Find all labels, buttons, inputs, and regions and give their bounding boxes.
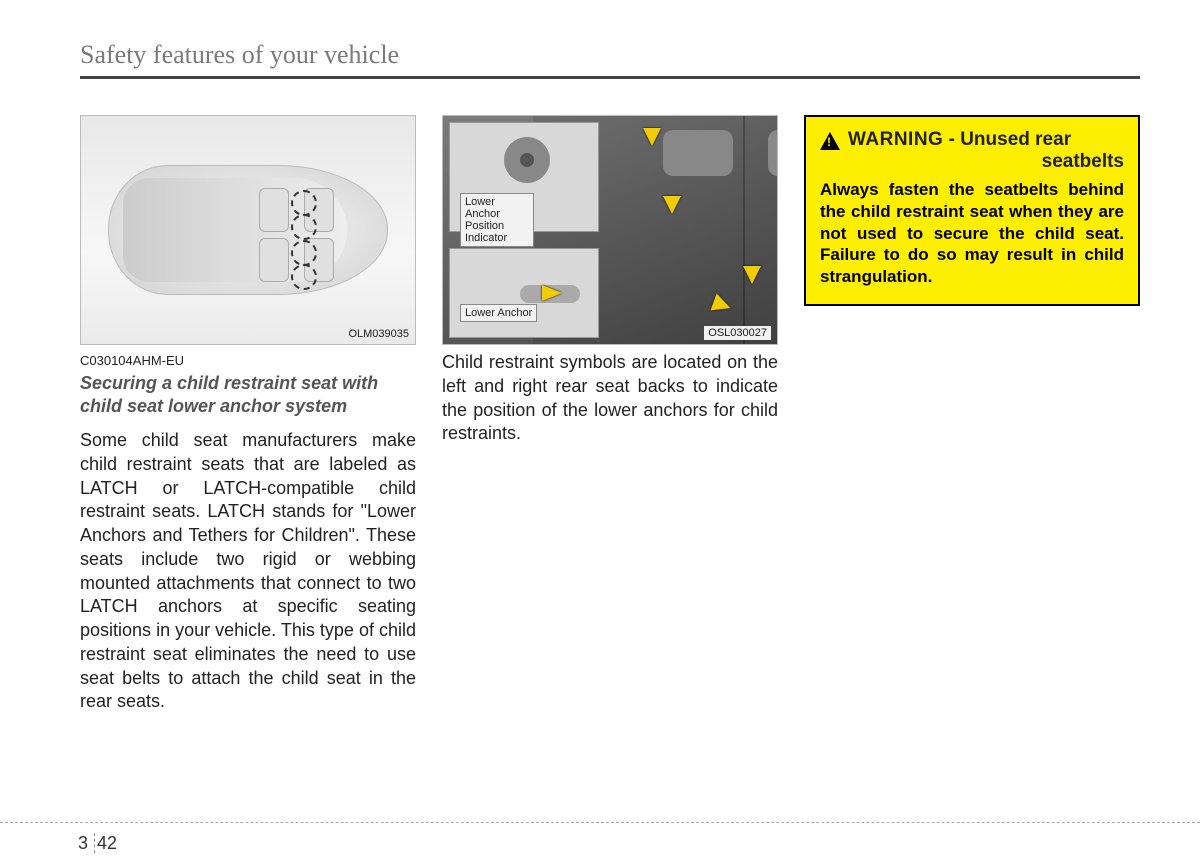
arrow-down-icon <box>643 128 661 146</box>
figure-car-top-view: OLM039035 <box>80 115 416 345</box>
warning-subject: - Unused rear <box>949 129 1071 150</box>
column-3: WARNING - Unused rear seatbelts Always f… <box>804 115 1140 714</box>
headrest-icon <box>768 130 778 176</box>
figure-code: OLM039035 <box>348 328 409 340</box>
manual-page: Safety features of your vehicle OLM03903… <box>0 0 1200 861</box>
seat-crease <box>743 116 745 344</box>
column-1: OLM039035 C030104AHM-EU Securing a child… <box>80 115 416 714</box>
seat-icon <box>259 238 289 282</box>
body-paragraph: Child restraint symbols are located on t… <box>442 351 778 446</box>
warning-body: Always fasten the seatbelts behind the c… <box>820 179 1124 288</box>
anchor-indicator-icon <box>291 240 317 266</box>
reference-code: C030104AHM-EU <box>80 353 416 368</box>
arrow-down-icon <box>663 196 681 214</box>
chapter-number: 3 <box>78 833 88 853</box>
arrow-right-icon <box>542 285 562 301</box>
figure-code: OSL030027 <box>704 326 771 340</box>
inset-anchor-indicator: Lower Anchor Position Indicator <box>449 122 599 232</box>
inset-label: Lower Anchor Position Indicator <box>460 193 534 247</box>
page-number-value: 42 <box>97 833 117 853</box>
content-columns: OLM039035 C030104AHM-EU Securing a child… <box>80 115 1140 714</box>
warning-label: WARNING <box>848 129 943 150</box>
section-title: Safety features of your vehicle <box>80 40 1140 70</box>
warning-heading: WARNING - Unused rear seatbelts <box>820 129 1124 173</box>
inset-label: Lower Anchor <box>460 304 537 322</box>
anchor-indicator-icon <box>291 264 317 290</box>
subsection-heading: Securing a child restraint seat with chi… <box>80 372 416 417</box>
car-outline-illustration <box>108 165 388 295</box>
column-2: Lower Anchor Position Indicator Lower An… <box>442 115 778 714</box>
body-paragraph: Some child seat manufacturers make child… <box>80 429 416 714</box>
headrest-icon <box>663 130 733 176</box>
page-footer: 342 <box>0 822 1200 833</box>
anchor-indicator-icon <box>291 214 317 240</box>
warning-subject-line2: seatbelts <box>848 151 1124 173</box>
seat-icon <box>259 188 289 232</box>
title-rule <box>80 76 1140 79</box>
figure-rear-seat-anchors: Lower Anchor Position Indicator Lower An… <box>442 115 778 345</box>
warning-box: WARNING - Unused rear seatbelts Always f… <box>804 115 1140 306</box>
anchor-indicator-icon <box>291 190 317 216</box>
arrow-down-icon <box>743 266 761 284</box>
warning-triangle-icon <box>820 132 840 150</box>
inset-lower-anchor: Lower Anchor <box>449 248 599 338</box>
page-number: 3 42 <box>78 833 117 854</box>
anchor-position-indicator-icon <box>504 137 550 183</box>
